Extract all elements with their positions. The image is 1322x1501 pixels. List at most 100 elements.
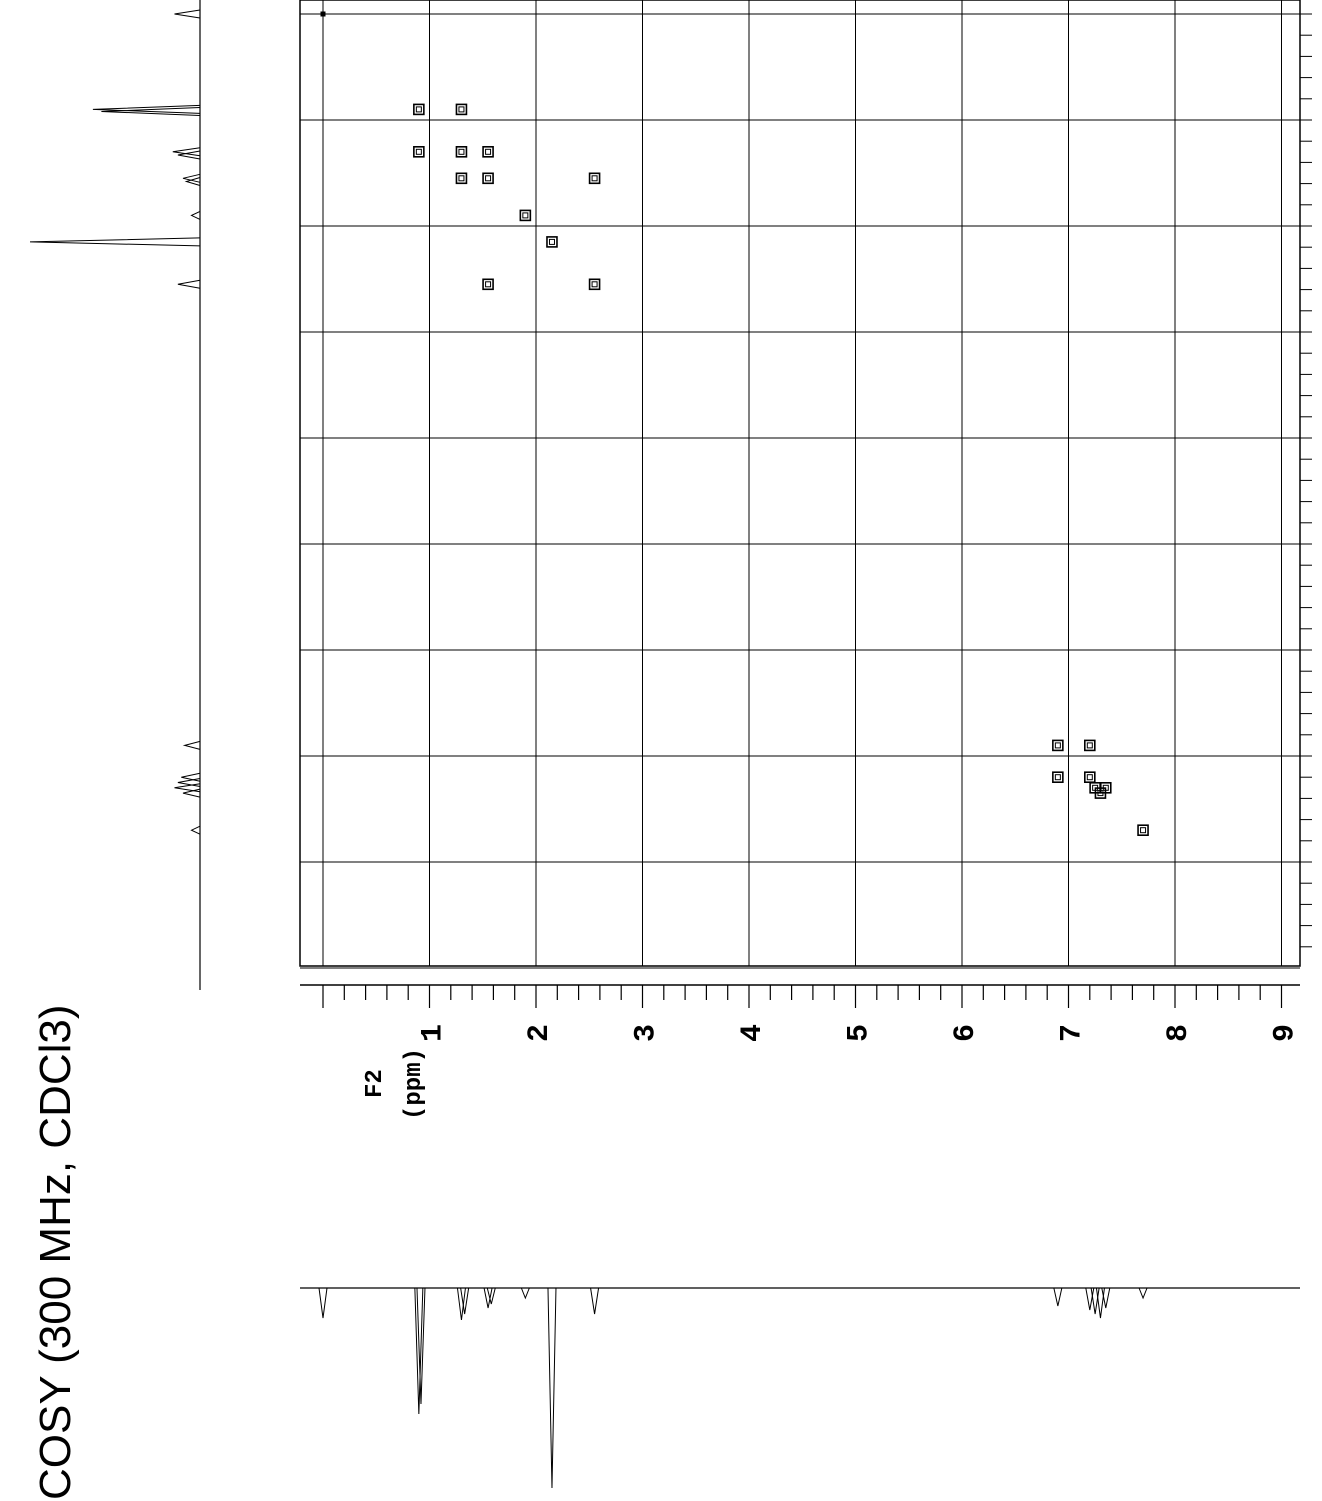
- figure-title: COSY (300 MHz, CDCl3): [31, 1004, 80, 1500]
- right-f1-ticks: [1300, 13, 1312, 948]
- cross-peak: [320, 11, 326, 17]
- f2-spectrum-peak: [1101, 1287, 1111, 1309]
- plot-area: [299, 0, 1312, 969]
- cross-peak-contour-outer: [482, 278, 494, 291]
- cross-peak-contour-inner: [458, 106, 465, 113]
- f2-projection-spectrum: [300, 1287, 1300, 1489]
- cross-peak-contour-inner: [485, 148, 492, 155]
- cross-peak-contour-inner: [1140, 827, 1147, 834]
- f2-tick-label: 1: [417, 1024, 451, 1042]
- cross-peak-contour-outer: [413, 103, 425, 116]
- f2-spectrum-peak: [460, 1287, 470, 1315]
- cross-peak-contour-outer: [546, 236, 558, 248]
- f2-ticks: [322, 985, 1283, 1008]
- cross-peak: [1084, 739, 1096, 752]
- f1-spectrum-peak: [182, 788, 201, 798]
- cross-peak: [1052, 771, 1064, 784]
- f2-tick-label: 8: [1162, 1024, 1196, 1042]
- f2-tick-label: 3: [630, 1024, 664, 1042]
- f1-spectrum-peak: [190, 825, 201, 835]
- cross-peak: [482, 172, 494, 185]
- cross-peak-contour-outer: [455, 103, 468, 116]
- f2-spectrum-peak: [483, 1287, 493, 1309]
- cross-peak-contour-inner: [591, 175, 598, 182]
- cross-peak-contour-outer: [588, 278, 601, 291]
- cross-peak: [546, 236, 558, 248]
- f2-axis: 1 2 3 4 5 6 7 8 9 F2 (ppm): [300, 984, 1303, 1120]
- f1-spectrum-peak: [177, 279, 201, 289]
- cross-peak-contour-inner: [1086, 774, 1093, 781]
- cross-peak-contour-inner: [591, 281, 598, 288]
- cross-peak: [588, 278, 601, 291]
- cross-peak-contour-outer: [1084, 739, 1096, 752]
- f2-tick-label: 9: [1269, 1024, 1303, 1042]
- cross-peak-contour-inner: [458, 175, 465, 182]
- cross-peak-contour-outer: [1052, 739, 1064, 752]
- cross-peak-contour-outer: [482, 172, 494, 185]
- cross-peak: [1084, 771, 1096, 784]
- f2-spectrum-peak: [414, 1287, 424, 1415]
- cross-peak-contour-outer: [482, 146, 494, 158]
- cross-peak: [588, 172, 601, 185]
- cross-peak: [482, 278, 494, 291]
- cross-peak-contour-inner: [522, 212, 529, 219]
- cross-peak-contour-inner: [548, 238, 555, 245]
- cross-peak-contour-outer: [1052, 771, 1064, 784]
- cross-peak-contour-inner: [485, 281, 492, 288]
- cross-peak: [519, 209, 532, 222]
- f1-spectrum-peak: [92, 104, 201, 114]
- cross-peak-contour-outer: [588, 172, 601, 185]
- f1-spectrum-peak: [190, 210, 201, 220]
- f1-projection-spectrum: [29, 0, 201, 990]
- f2-spectrum-peak: [1095, 1287, 1105, 1319]
- f1-spectrum-peak: [174, 9, 201, 19]
- f1-spectrum-peak: [182, 740, 201, 750]
- f1-spectrum-peak: [172, 147, 201, 157]
- cross-peak: [1099, 781, 1112, 794]
- cross-peak-contour-outer: [455, 172, 468, 185]
- cross-peak-contour-inner: [1102, 784, 1109, 791]
- cross-peak-contour-outer: [1084, 771, 1096, 784]
- f1-spectrum-peak: [184, 177, 201, 186]
- f2-tick-labels: 1 2 3 4 5 6 7 8 9: [417, 1024, 1303, 1042]
- cross-peak: [1052, 739, 1064, 752]
- cross-peak-contour-outer: [1137, 824, 1149, 837]
- f2-tick-label: 5: [843, 1024, 877, 1042]
- plot-frame: [299, 0, 1301, 967]
- cross-peak: [455, 146, 468, 158]
- f1-spectrum-peak: [182, 173, 201, 183]
- cross-peak-contour-inner: [458, 148, 465, 155]
- f2-spectrum-peak: [456, 1287, 466, 1321]
- cross-peak-contour-inner: [415, 106, 422, 113]
- cross-peak-contour-inner: [1054, 774, 1061, 781]
- cross-peak-contour-inner: [1054, 742, 1061, 749]
- cross-peak-contour-inner: [485, 175, 492, 182]
- f2-spectrum-peak: [1138, 1287, 1148, 1300]
- cross-peak: [1137, 824, 1149, 837]
- f2-spectrum-peak: [486, 1287, 496, 1305]
- f2-spectrum-peak: [318, 1287, 328, 1319]
- f2-spectrum-peak: [520, 1287, 530, 1300]
- cross-peak: [482, 146, 494, 158]
- f2-spectrum-peak: [416, 1287, 426, 1405]
- cross-peak-contour-outer: [519, 209, 532, 222]
- f1-spectrum-peak: [29, 237, 201, 247]
- cross-peak-contour-outer: [455, 146, 468, 158]
- f2-spectrum-peak: [547, 1287, 557, 1489]
- axis-name-f2: F2: [362, 1069, 389, 1098]
- cross-peak: [455, 103, 468, 116]
- cross-peak-contour-outer: [1099, 781, 1112, 794]
- cross-peak-contour-outer: [413, 146, 425, 158]
- cross-peak: [413, 103, 425, 116]
- f2-tick-label: 2: [523, 1024, 557, 1042]
- horizontal-gridlines: [300, 13, 1300, 969]
- cross-peak: [413, 146, 425, 158]
- f2-spectrum-peak: [590, 1287, 600, 1315]
- f2-tick-label: 6: [949, 1024, 983, 1042]
- cross-peak-contour-inner: [1086, 742, 1093, 749]
- f2-tick-label: 4: [736, 1024, 770, 1042]
- axis-unit-ppm: (ppm): [401, 1048, 428, 1120]
- cross-peaks: [320, 11, 1149, 837]
- f1-spectrum-peak: [101, 107, 201, 117]
